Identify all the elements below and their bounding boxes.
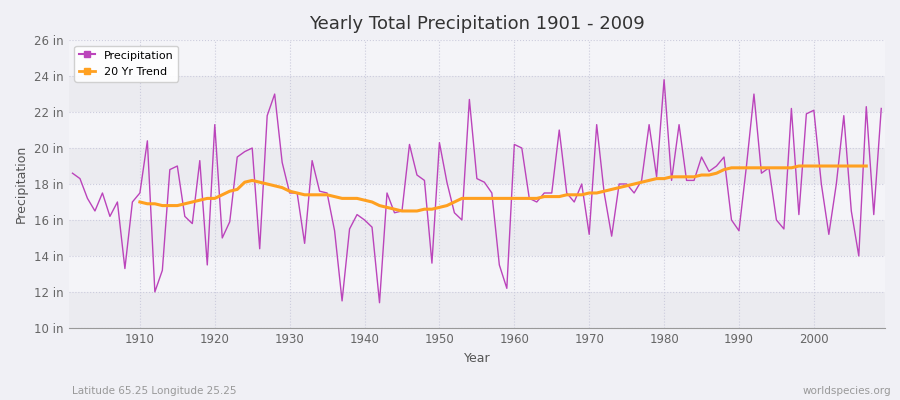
- Legend: Precipitation, 20 Yr Trend: Precipitation, 20 Yr Trend: [75, 46, 178, 82]
- Bar: [68, 256, 885, 292]
- Y-axis label: Precipitation: Precipitation: [15, 145, 28, 223]
- Text: worldspecies.org: worldspecies.org: [803, 386, 891, 396]
- Bar: [68, 220, 885, 256]
- Bar: [68, 292, 885, 328]
- X-axis label: Year: Year: [464, 352, 490, 365]
- Bar: [68, 184, 885, 220]
- Bar: [68, 148, 885, 184]
- Bar: [68, 76, 885, 112]
- Bar: [68, 40, 885, 76]
- Title: Yearly Total Precipitation 1901 - 2009: Yearly Total Precipitation 1901 - 2009: [309, 15, 644, 33]
- Text: Latitude 65.25 Longitude 25.25: Latitude 65.25 Longitude 25.25: [72, 386, 237, 396]
- Bar: [68, 112, 885, 148]
